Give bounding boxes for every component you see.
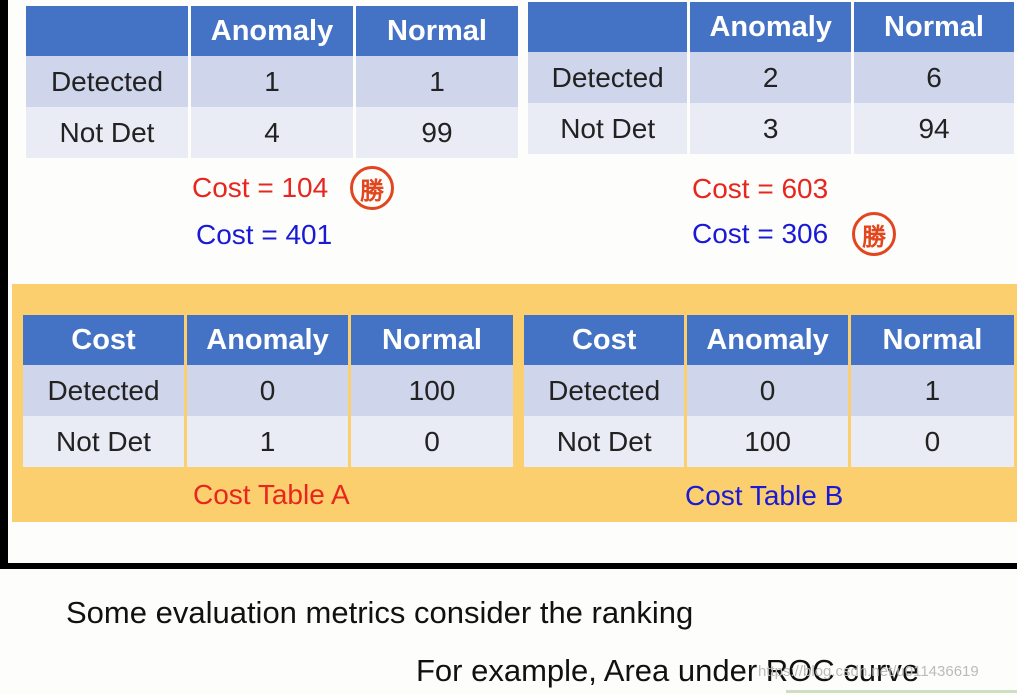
cell-value: 0 bbox=[850, 416, 1014, 467]
header-corner bbox=[26, 6, 188, 56]
confusion-table-b: Anomaly Normal Detected 2 6 Not Det 3 94 bbox=[525, 2, 1017, 154]
header-normal: Normal bbox=[356, 6, 518, 56]
header-corner bbox=[528, 2, 688, 52]
row-label: Detected bbox=[528, 52, 688, 103]
bottom-line-2: For example, Area under ROC curve bbox=[416, 653, 920, 688]
table-row: Not Det 1 0 bbox=[23, 416, 513, 467]
cell-value: 2 bbox=[690, 52, 852, 103]
table-row: Detected 0 1 bbox=[524, 365, 1014, 416]
cell-value: 100 bbox=[687, 416, 848, 467]
row-label: Detected bbox=[23, 365, 184, 416]
confusion-table-a: Anomaly Normal Detected 1 1 Not Det 4 99 bbox=[23, 6, 521, 158]
cell-value: 1 bbox=[356, 56, 518, 107]
cost-a-blue: Cost = 401 bbox=[196, 219, 333, 250]
win-badge-icon: 勝 bbox=[350, 166, 394, 210]
cell-value: 99 bbox=[356, 107, 518, 158]
header-normal: Normal bbox=[854, 2, 1014, 52]
cost-table-a: Cost Anomaly Normal Detected 0 100 Not D… bbox=[20, 315, 516, 467]
cell-value: 1 bbox=[191, 56, 353, 107]
row-label: Not Det bbox=[26, 107, 188, 158]
table-row: Not Det 3 94 bbox=[528, 103, 1014, 154]
header-anomaly: Anomaly bbox=[690, 2, 852, 52]
header-anomaly: Anomaly bbox=[687, 315, 848, 365]
cost-a-red: Cost = 104 bbox=[192, 172, 329, 203]
cell-value: 1 bbox=[187, 416, 348, 467]
cost-table-a-caption: Cost Table A bbox=[193, 479, 350, 510]
left-edge-bar bbox=[0, 0, 8, 565]
cell-value: 1 bbox=[850, 365, 1014, 416]
bottom-line-1: Some evaluation metrics consider the ran… bbox=[66, 595, 694, 630]
table-row: Detected 0 100 bbox=[23, 365, 513, 416]
cell-value: 0 bbox=[687, 365, 848, 416]
header-normal: Normal bbox=[850, 315, 1014, 365]
cell-value: 3 bbox=[690, 103, 852, 154]
cost-table-b-caption: Cost Table B bbox=[685, 480, 844, 511]
row-label: Not Det bbox=[23, 416, 184, 467]
cell-value: 0 bbox=[187, 365, 348, 416]
row-label: Not Det bbox=[524, 416, 685, 467]
cell-value: 4 bbox=[191, 107, 353, 158]
header-cost: Cost bbox=[524, 315, 685, 365]
progress-strip bbox=[786, 690, 1017, 693]
win-badge-icon: 勝 bbox=[852, 212, 896, 256]
watermark: https://blog.csdn.net/u011436619 bbox=[758, 663, 979, 680]
table-row: Detected 1 1 bbox=[26, 56, 518, 107]
cell-value: 0 bbox=[351, 416, 513, 467]
cost-table-b: Cost Anomaly Normal Detected 0 1 Not Det… bbox=[521, 315, 1017, 467]
table-row: Not Det 4 99 bbox=[26, 107, 518, 158]
table-row: Not Det 100 0 bbox=[524, 416, 1014, 467]
cell-value: 94 bbox=[854, 103, 1014, 154]
header-anomaly: Anomaly bbox=[187, 315, 348, 365]
row-label: Detected bbox=[524, 365, 685, 416]
cell-value: 100 bbox=[351, 365, 513, 416]
cost-b-blue: Cost = 306 bbox=[692, 218, 829, 249]
cell-value: 6 bbox=[854, 52, 1014, 103]
table-row: Detected 2 6 bbox=[528, 52, 1014, 103]
header-anomaly: Anomaly bbox=[191, 6, 353, 56]
row-label: Not Det bbox=[528, 103, 688, 154]
cost-b-red: Cost = 603 bbox=[692, 173, 829, 204]
row-label: Detected bbox=[26, 56, 188, 107]
slide-divider bbox=[0, 563, 1017, 569]
header-cost: Cost bbox=[23, 315, 184, 365]
header-normal: Normal bbox=[351, 315, 513, 365]
